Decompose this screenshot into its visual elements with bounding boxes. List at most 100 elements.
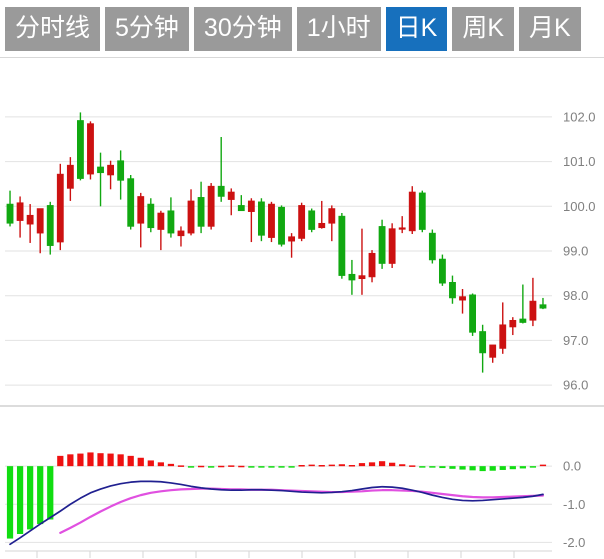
kline-chart-area[interactable]: 102.0 101.0 100.0 99.0 98.0 97.0 96.0 0.0 -1.0 -2… [0,59,604,559]
macd-hist-bar [469,466,476,471]
macd-hist-bar [378,461,386,467]
candle-body [147,203,155,229]
kline-chart-svg[interactable]: 102.0 101.0 100.0 99.0 98.0 97.0 96.0 0.0 -1.0 -2… [0,59,604,559]
macd-hist-bar [479,466,486,472]
candle-body [66,164,74,189]
price-ytick-label: 100.0 [563,199,596,214]
macd-hist-bar [389,462,396,467]
candle-body [237,205,245,212]
macd-hist-bar [87,452,94,467]
macd-dif-line [9,480,544,546]
macd-hist-bar [368,462,376,467]
tab-0[interactable]: 分时线 [5,6,101,51]
macd-ytick-label: -1.0 [563,497,585,512]
macd-hist-bar [258,466,265,468]
macd-hist-bar [177,465,185,467]
candle-body [499,324,507,349]
macd-hist-bar [298,465,305,467]
macd-hist-bar [278,466,285,468]
tab-1[interactable]: 5分钟 [105,6,189,51]
candle-body [157,212,165,230]
macd-hist-bar [248,466,255,468]
macd-hist-bar [308,464,315,467]
candle-body [107,164,115,176]
candle-body [388,228,396,264]
candle-body [459,296,466,301]
candle-body [127,178,135,227]
candle-body [207,185,215,227]
macd-hist-bar [419,466,426,468]
candle-body [479,331,487,354]
macd-hist-bar [67,454,74,467]
macd-hist-bar [399,464,406,467]
candle-body [378,226,386,264]
macd-hist-bar [167,463,175,467]
tab-4[interactable]: 日K [385,6,448,51]
macd-hist-bar [489,466,496,471]
candle-body [529,300,537,321]
macd-hist-bar [208,466,215,468]
macd-hist-bar [529,466,537,468]
candle-body [308,210,316,230]
macd-hist-bar [328,464,335,467]
candle-body [217,185,225,197]
candle-body [16,202,24,221]
macd-hist-bar [197,465,205,468]
tab-6[interactable]: 月K [519,6,581,51]
macd-hist-bar [288,466,295,468]
candle-body [177,230,185,237]
macd-hist-bar [187,466,195,468]
macd-hist-bar [348,465,356,467]
candle-body [469,294,477,333]
tab-5[interactable]: 周K [452,6,515,51]
macd-hist-bar [117,454,124,467]
timeframe-tabbar: 分时线 5分钟 30分钟 1小时 日K 周K 月K [0,0,604,58]
candle-body [338,215,346,276]
macd-hist-bar [37,466,44,525]
macd-hist-bar [539,464,547,467]
macd-hist-bar [107,453,114,467]
macd-hist-bar [409,465,416,467]
macd-hist-bar [6,466,14,539]
candle-body [197,197,205,227]
macd-hist-bar [519,466,526,469]
candle-body [288,236,296,242]
macd-dea-line [59,487,545,534]
macd-hist-bar [358,463,366,467]
candle-body [298,205,306,239]
price-ytick-label: 102.0 [563,109,596,124]
candle-body [519,318,527,323]
macd-hist-bar [97,453,104,467]
candle-body [247,200,255,212]
candle-body [167,210,175,234]
candle-body [268,203,275,238]
macd-ytick-label: 0.0 [563,459,581,474]
price-ytick-label: 96.0 [563,378,588,393]
candle-body [227,191,235,200]
candle-body [428,232,436,261]
macd-hist-bar [47,466,54,520]
candle-body [509,319,517,328]
candle-body [328,208,336,224]
candle-body [358,275,366,280]
candle-body [6,203,14,224]
macd-hist-bar [268,466,275,468]
candle-body [187,200,195,234]
candle-body [398,227,406,230]
candle-body [408,191,416,232]
tab-2[interactable]: 30分钟 [193,6,292,51]
candle-body [368,252,376,278]
candle-body [438,258,446,284]
candle-body [278,206,285,245]
price-ytick-label: 99.0 [563,244,588,259]
candle-body [257,201,265,236]
candle-body [348,273,356,281]
candle-body [46,205,54,246]
price-ytick-label: 101.0 [563,154,596,169]
macd-hist-bar [439,466,446,469]
tab-3[interactable]: 1小时 [296,6,381,51]
price-ytick-label: 98.0 [563,288,588,303]
macd-hist-bar [228,465,235,467]
macd-hist-bar [499,466,506,470]
candle-body [539,304,547,309]
